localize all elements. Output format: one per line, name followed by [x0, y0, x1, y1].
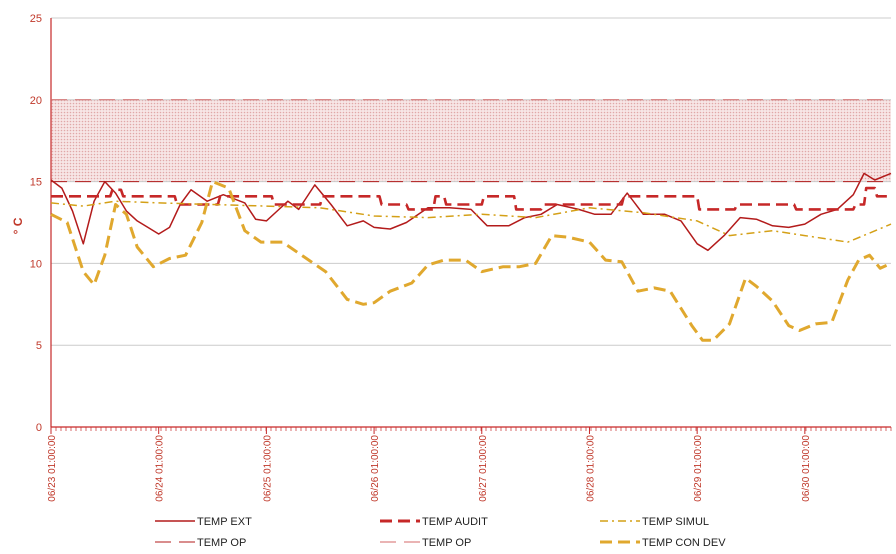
y-tick-label: 25 [30, 13, 42, 25]
x-tick-label: 06/30 01:00:00 [801, 435, 812, 502]
series-line-5 [50, 180, 892, 342]
legend-label: TEMP AUDIT [422, 516, 488, 528]
x-tick-label: 06/23 01:00:00 [47, 435, 58, 502]
y-tick-label: 10 [30, 258, 42, 270]
legend-label: TEMP OP [422, 537, 471, 549]
series-line-0 [50, 172, 892, 252]
legend-label: TEMP CON DEV [642, 537, 726, 549]
legend: TEMP EXT TEMP AUDIT TEMP SIMUL TEMP OP TEMP … [155, 516, 726, 549]
y-tick-label: 5 [36, 340, 42, 352]
x-tick-label: 06/24 01:00:00 [155, 435, 166, 502]
series-line-2 [50, 200, 892, 243]
y-tick-label: 0 [36, 422, 42, 434]
series-line-1 [51, 186, 891, 211]
x-tick-label: 06/26 01:00:00 [370, 435, 381, 502]
x-tick-label: 06/28 01:00:00 [585, 435, 596, 502]
legend-label: TEMP OP [197, 537, 246, 549]
x-tick-label: 06/29 01:00:00 [693, 435, 704, 502]
axes: 0 5 10 15 20 25 06/23 01:00:00 06/24 01:00:00 06… [30, 13, 892, 502]
legend-label: TEMP EXT [197, 516, 252, 528]
x-tick-label: 06/25 01:00:00 [262, 435, 273, 502]
comfort-band-area [51, 99, 891, 182]
x-tick-label: 06/27 01:00:00 [478, 435, 489, 502]
y-tick-label: 15 [30, 177, 42, 189]
y-axis-label: ° C [11, 217, 25, 234]
y-tick-label: 20 [30, 95, 42, 107]
series-lines [50, 99, 892, 342]
legend-label: TEMP SIMUL [642, 516, 709, 528]
comfort-band [51, 99, 891, 182]
